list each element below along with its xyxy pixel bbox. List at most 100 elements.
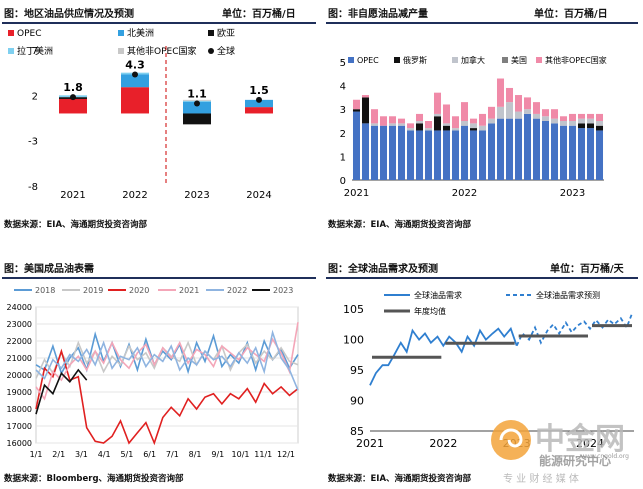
bar-segment [352,109,361,112]
bar-segment [397,118,406,124]
bar-segment [532,102,541,114]
x-tick-label: 6/1 [143,450,156,459]
bar-segment [577,118,586,124]
bar-segment [541,109,550,117]
y-tick-label: -3 [28,137,38,148]
bar-segment [379,125,388,180]
bar-segment [550,109,559,119]
y-tick-label: 1 [340,152,346,163]
watermark: 中金网 www.cngold.org 能源研究中心 专 业 财 经 媒 体 [485,412,643,489]
bar-segment [352,111,361,180]
bar-segment [595,121,604,126]
bar-segment [487,106,496,119]
x-tick-label: 2023 [184,190,209,201]
title-rule [326,277,638,279]
total-marker [132,71,138,78]
y-tick-label: 21000 [7,354,32,363]
total-marker [70,94,76,101]
bar-segment [442,123,451,126]
bar-segment [442,130,451,180]
bar-segment [121,74,149,88]
bar-segment [523,109,532,114]
legend-label: 其他非OPEC国家 [545,55,607,65]
legend-label: 全球 [217,45,235,57]
x-tick-label: 2024 [246,190,271,201]
legend-label: 加拿大 [461,55,485,65]
bar-segment [550,118,559,124]
bar-segment [361,95,370,98]
bar-segment [245,107,273,114]
data-label: 4.3 [125,58,145,71]
bar-segment [397,123,406,126]
series-line [35,329,299,391]
bar-segment [415,121,424,124]
bar-segment [370,125,379,180]
bar-segment [121,87,149,114]
bar-segment [478,125,487,131]
bar-segment [568,113,577,121]
bar-segment [361,123,370,180]
data-label: 1.1 [187,87,207,100]
x-tick-label: 2021 [344,188,369,199]
source-note: 数据来源：EIA、海通期货投资咨询部 [4,220,148,230]
x-tick-label: 2021 [356,437,384,450]
bar-segment [183,99,211,101]
chart-title: 图：美国成品油表需 [4,264,94,275]
source-note: 数据来源：Bloomberg、海通期货投资咨询部 [4,474,184,484]
bar-segment [505,102,514,119]
bar-segment [183,113,211,125]
bar-segment [469,118,478,124]
y-tick-label: 23000 [7,320,32,329]
x-tick-label: 11/1 [254,450,272,459]
panel-global-demand: 图：全球油品需求及预测 单位：百万桶/天 85 90 95 100 105 2021 202… [322,247,643,489]
bar-segment [487,118,496,124]
bar-segment [406,123,415,129]
x-tick-label: 9/1 [211,450,224,459]
y-tick-label: 0 [340,176,346,187]
y-tick-label: 90 [350,395,364,408]
y-tick-label: 105 [343,303,364,316]
bar-segment [451,116,460,129]
legend-swatch [118,48,124,54]
bar-segment [568,125,577,180]
global-demand-chart: 8590951001052021202220232024全球油品需求全球油品需求… [343,290,634,450]
watermark-tagline: 专 业 财 经 媒 体 [503,474,579,485]
bar-segment [577,113,586,119]
bar-segment [379,116,388,126]
bar-segment [388,116,397,124]
bar-segment [595,113,604,121]
data-label: 1.5 [249,84,269,97]
bar-segment [586,123,595,129]
bar-segment [442,104,451,124]
x-tick-label: 2023 [560,188,585,199]
y-tick-label: -8 [28,182,38,193]
bar-segment [514,111,523,119]
bar-segment [577,128,586,180]
legend-swatch [348,57,354,63]
legend-swatch [394,57,400,63]
legend-label: 全球油品需求预测 [536,290,600,300]
bar-segment [541,121,550,180]
bar-segment [406,128,415,131]
bar-segment [532,113,541,119]
series-line [35,368,88,415]
bar-segment [451,128,460,131]
legend-swatch [208,30,214,36]
legend-swatch [8,30,14,36]
y-tick-label: 95 [350,364,364,377]
bar-segment [496,118,505,180]
legend-swatch [118,30,124,36]
series-line [515,311,634,347]
bar-segment [451,130,460,180]
bar-segment [424,121,433,129]
bar-segment [433,116,442,131]
bar-segment [496,106,505,119]
bar-segment [559,116,568,121]
panel-regional-supply: 图：地区油品供应情况及预测 单位：百万桶/日 OPEC 北美洲 欧亚 拉丁美洲 其他非O… [0,0,321,244]
x-tick-label: 2022 [122,190,147,201]
legend-label: 2022 [227,286,247,295]
x-tick-label: 3/1 [75,450,88,459]
title-rule [2,22,316,24]
bar-segment [361,97,370,124]
data-label: 1.8 [63,81,83,94]
